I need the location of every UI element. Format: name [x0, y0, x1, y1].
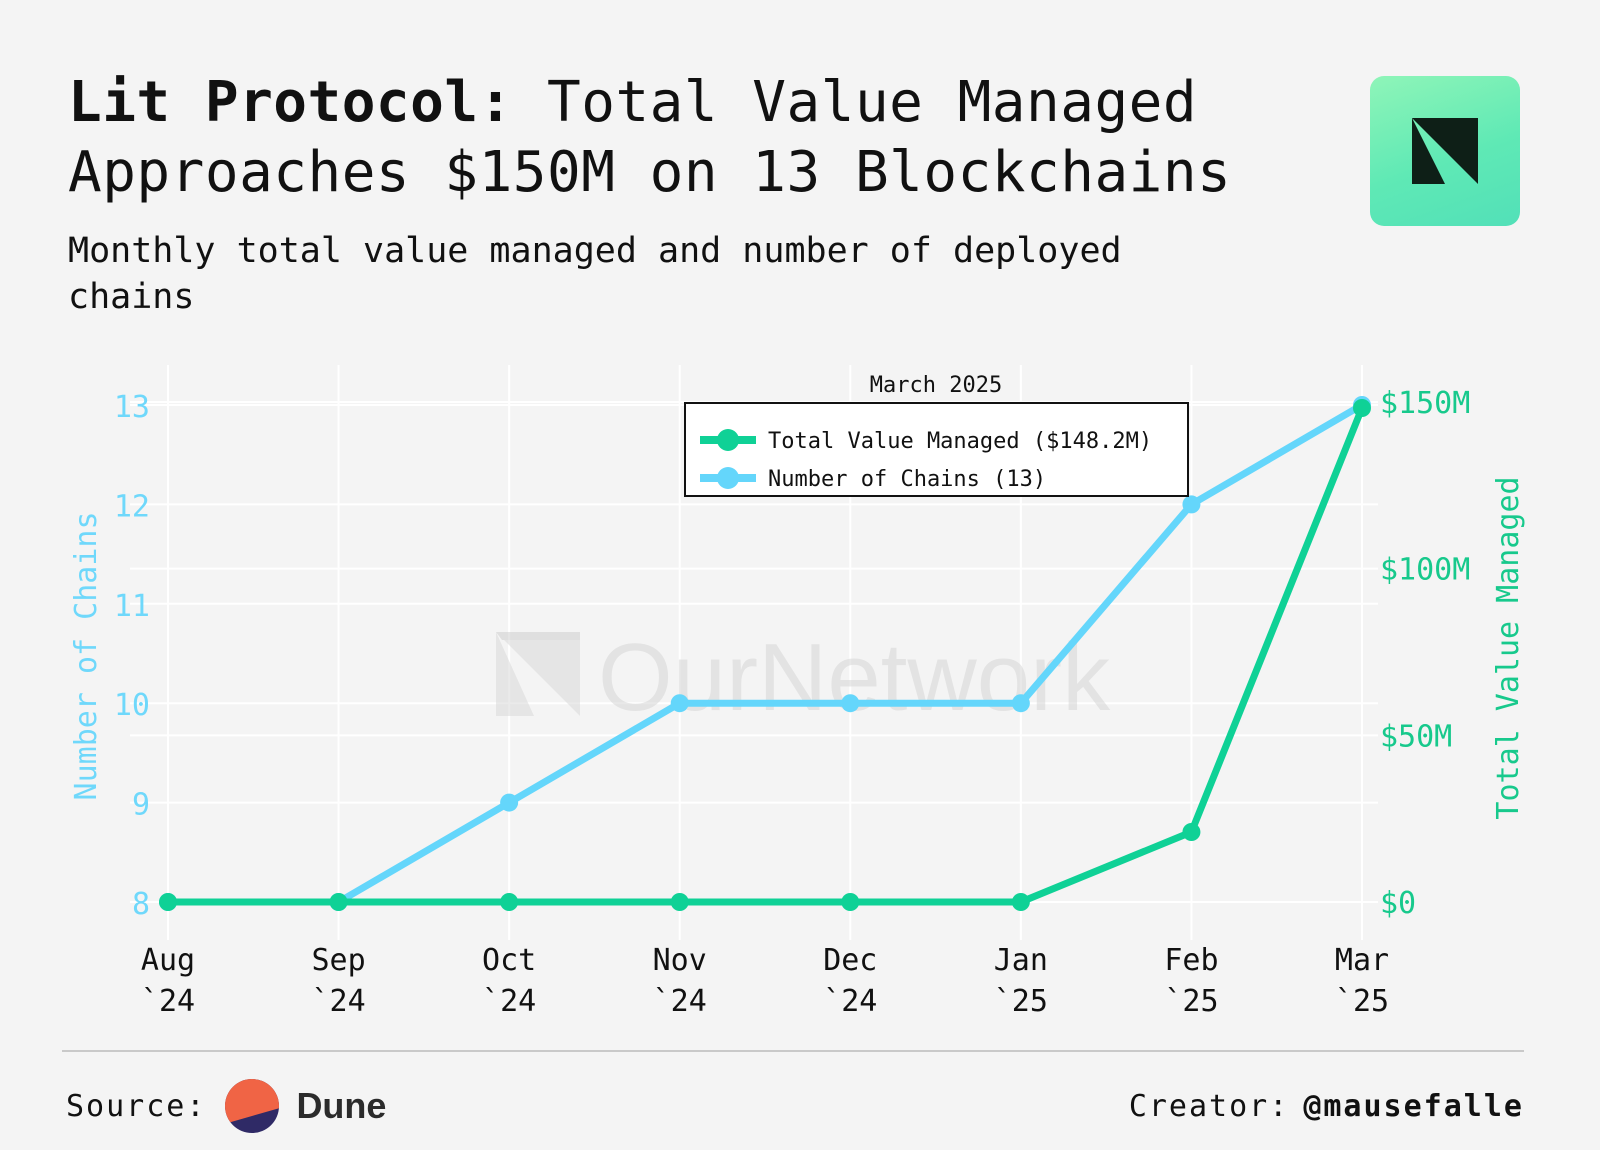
data-point-tvm	[329, 893, 348, 911]
legend-entry-label: Number of Chains (13)	[768, 467, 1046, 492]
footer-creator: Creator: @mausefalle	[1129, 1078, 1524, 1134]
ournetwork-logo-icon	[1412, 118, 1478, 184]
y-right-tick-label: $50M	[1380, 719, 1452, 754]
axis-layer: 8 9 10 11 12 13 Number of Chains $0 $50M $100M $15…	[69, 386, 1526, 1019]
x-tick-month: Aug	[141, 943, 195, 978]
y-right-tick-label: $150M	[1380, 386, 1470, 421]
x-tick-month: Jan	[994, 943, 1048, 978]
data-point-chains	[841, 694, 860, 713]
y-left-tick-label: 9	[132, 788, 150, 823]
legend-swatch-marker	[717, 467, 739, 489]
data-point-tvm	[1011, 893, 1030, 911]
y-right-axis-label: Total Value Managed	[1491, 476, 1526, 819]
x-tick-year: `25	[1164, 984, 1218, 1019]
series-line-tvm	[164, 404, 1366, 906]
y-left-tick-label: 11	[114, 589, 150, 624]
x-tick-month: Sep	[311, 943, 365, 978]
chart-title: Lit Protocol: Total Value Managed Approa…	[68, 68, 1298, 208]
legend-entry-label: Total Value Managed ($148.2M)	[768, 429, 1152, 454]
x-tick-year: `24	[482, 984, 536, 1019]
data-point-tvm	[1182, 823, 1201, 841]
data-point-tvm	[841, 893, 860, 911]
legend-title: March 2025	[870, 373, 1002, 398]
data-point-chains	[670, 694, 689, 713]
legend-swatch-marker	[717, 429, 739, 451]
x-tick-month: Mar	[1335, 943, 1389, 978]
x-tick-month: Oct	[482, 943, 536, 978]
legend: March 2025 Total Value Managed ($148.2M) N…	[684, 373, 1189, 497]
data-point-chains	[1182, 495, 1201, 514]
x-tick-month: Nov	[653, 943, 707, 978]
series-layer	[159, 396, 1371, 911]
y-right-tick-label: $100M	[1380, 553, 1470, 588]
y-left-tick-label: 13	[114, 390, 150, 425]
x-tick-year: `24	[311, 984, 365, 1019]
footer-divider	[62, 1050, 1524, 1052]
footer-source: Source: Dune	[66, 1078, 386, 1134]
y-left-tick-label: 10	[114, 688, 150, 723]
creator-handle: @mausefalle	[1303, 1088, 1524, 1124]
x-tick-month: Dec	[823, 943, 877, 978]
x-tick-month: Feb	[1164, 943, 1218, 978]
x-tick-year: `24	[141, 984, 195, 1019]
title-rest: Total Value Managed Approaches $150M on …	[68, 70, 1232, 205]
data-point-tvm	[1353, 399, 1371, 417]
series-line-chains	[164, 401, 1366, 906]
y-right-tick-label: $0	[1380, 886, 1416, 921]
ournetwork-logo	[1370, 76, 1520, 226]
x-tick-year: `24	[823, 984, 877, 1019]
data-point-chains	[1011, 694, 1030, 713]
source-name: Dune	[296, 1085, 387, 1126]
source-label: Source:	[66, 1088, 207, 1124]
data-point-chains	[500, 793, 519, 812]
data-point-tvm	[670, 893, 689, 911]
watermark-logo-icon	[496, 632, 580, 716]
y-left-tick-label: 8	[132, 887, 150, 922]
dual-axis-line-chart: OurNetwork 8 9 10 11 12 13 Number of Chains $0 $…	[69, 365, 1526, 1019]
x-tick-year: `25	[1335, 984, 1389, 1019]
y-left-tick-label: 12	[114, 489, 150, 524]
x-tick-year: `24	[653, 984, 707, 1019]
x-tick-year: `25	[994, 984, 1048, 1019]
title-bold: Lit Protocol:	[68, 70, 513, 135]
chart-subtitle: Monthly total value managed and number o…	[68, 231, 1122, 317]
legend-box	[684, 402, 1189, 497]
chart-area: OurNetwork 8 9 10 11 12 13 Number of Chains $0 $…	[0, 360, 1600, 1040]
data-point-tvm	[159, 893, 177, 911]
creator-label: Creator:	[1128, 1088, 1290, 1124]
data-point-tvm	[500, 893, 519, 911]
watermark-text: OurNetwork	[598, 624, 1111, 731]
watermark: OurNetwork	[496, 624, 1111, 731]
dune-logo-icon	[225, 1079, 280, 1133]
y-left-axis-label: Number of Chains	[69, 512, 104, 801]
